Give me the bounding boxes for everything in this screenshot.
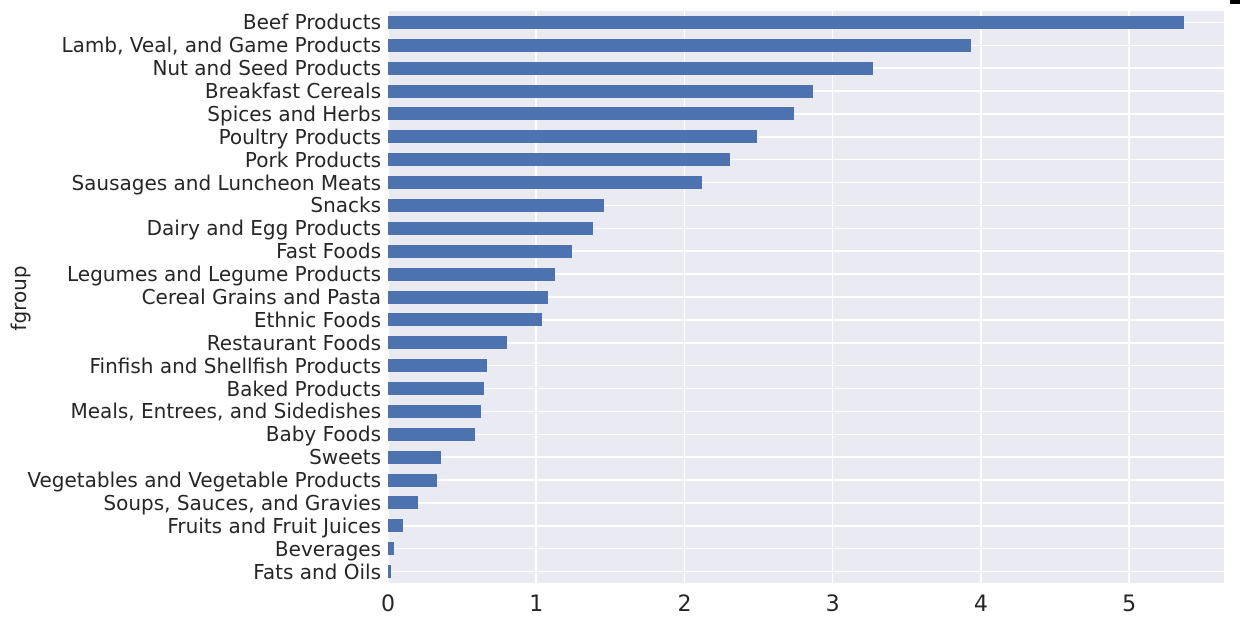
category-label: Ethnic Foods (253, 307, 381, 332)
gridline-horizontal (388, 296, 1224, 298)
bar (388, 130, 758, 144)
gridline-vertical (831, 11, 834, 583)
bar (388, 84, 814, 98)
category-label: Legumes and Legume Products (67, 262, 381, 287)
bar (388, 198, 605, 212)
category-label: Vegetables and Vegetable Products (27, 468, 381, 493)
bar (388, 404, 482, 418)
bar (388, 313, 543, 327)
category-label: Fruits and Fruit Juices (167, 513, 381, 538)
category-label: Spices and Herbs (207, 101, 381, 126)
gridline-vertical (980, 11, 982, 583)
gridline-horizontal (388, 158, 1224, 161)
bar (388, 38, 971, 52)
category-label: Sweets (309, 445, 381, 470)
category-label: Baked Products (226, 376, 381, 401)
category-label: Snacks (310, 193, 381, 218)
x-tick-label: 5 (1122, 592, 1137, 617)
gridline-vertical (1128, 11, 1130, 583)
x-tick-label: 0 (381, 592, 395, 617)
bar (388, 427, 476, 441)
x-tick-label: 4 (973, 592, 988, 617)
category-label: Baby Foods (265, 422, 381, 447)
category-label: Poultry Products (218, 124, 381, 149)
gridline-horizontal (388, 479, 1224, 481)
bar (388, 473, 437, 487)
gridline-vertical (683, 11, 686, 583)
category-label: Lamb, Veal, and Game Products (61, 33, 382, 58)
y-tick-labels: Beef Products Lamb, Veal, and Game Produc… (0, 10, 382, 584)
bar (388, 359, 488, 373)
x-tick-label: 2 (677, 592, 692, 617)
category-label: Sausages and Luncheon Meats (71, 170, 381, 195)
gridline-horizontal (388, 136, 1224, 138)
bar (388, 15, 1184, 29)
bar (388, 267, 556, 281)
category-label: Cereal Grains and Pasta (141, 284, 381, 309)
gridline-horizontal (388, 456, 1224, 458)
gridline-horizontal (388, 342, 1224, 344)
gridline-horizontal (388, 181, 1224, 184)
category-label: Fast Foods (276, 239, 381, 264)
gridline-horizontal (388, 227, 1224, 230)
x-tick-label: 1 (529, 592, 544, 617)
plot-area (387, 11, 1224, 583)
category-label: Fats and Oils (253, 559, 381, 584)
category-label: Pork Products (244, 147, 381, 172)
screen-corner-artifact (1230, 0, 1240, 4)
category-label: Nut and Seed Products (152, 56, 381, 81)
gridline-horizontal (388, 364, 1224, 367)
gridline-horizontal (388, 387, 1224, 390)
bar (388, 565, 391, 579)
bar (388, 244, 572, 258)
gridline-horizontal (388, 273, 1224, 275)
gridline-horizontal (388, 570, 1224, 573)
bar (388, 450, 442, 464)
category-label: Beef Products (242, 10, 381, 35)
bar (388, 519, 403, 533)
category-label: Soups, Sauces, and Gravies (103, 490, 381, 515)
category-label: Breakfast Cereals (204, 79, 381, 104)
category-label: Beverages (274, 536, 381, 561)
category-label: Finfish and Shellfish Products (89, 353, 381, 378)
bar (388, 176, 703, 190)
gridline-horizontal (388, 547, 1224, 550)
gridline-horizontal (388, 410, 1224, 413)
category-label: Restaurant Foods (206, 330, 381, 355)
bar (388, 496, 418, 510)
category-label: Meals, Entrees, and Sidedishes (70, 399, 382, 424)
gridline-horizontal (388, 525, 1224, 527)
gridline-horizontal (388, 433, 1224, 436)
bar (388, 290, 549, 304)
bar (388, 336, 507, 350)
bar (388, 221, 593, 235)
gridline-horizontal (388, 250, 1224, 252)
bar (388, 542, 394, 556)
gridline-horizontal (388, 113, 1224, 115)
bar (388, 61, 873, 75)
bar (388, 107, 795, 121)
gridline-horizontal (388, 502, 1224, 504)
bar (388, 153, 731, 167)
category-label: Dairy and Egg Products (146, 216, 381, 241)
x-tick-label: 3 (825, 592, 840, 617)
bar (388, 382, 485, 396)
gridline-horizontal (388, 204, 1224, 207)
gridline-horizontal (388, 319, 1224, 321)
